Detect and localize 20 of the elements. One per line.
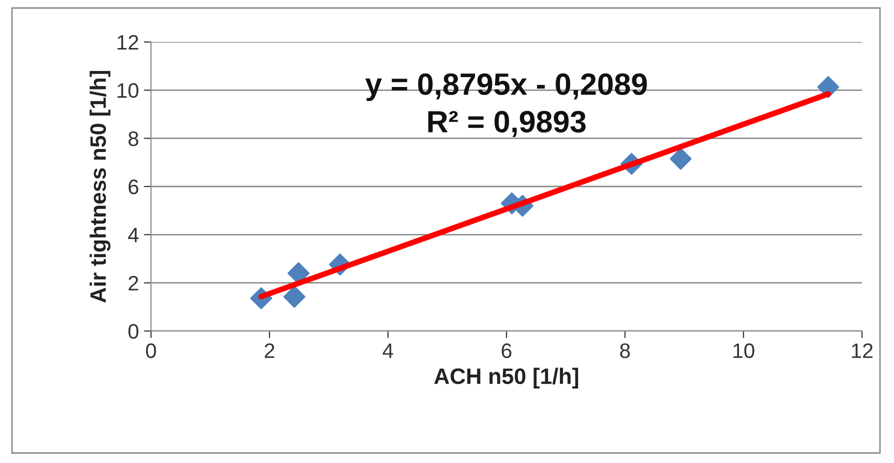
x-tick-label: 8 — [620, 343, 630, 358]
y-axis-title: Air tightness n50 [1/h] — [90, 71, 110, 303]
y-tick-label: 12 — [118, 35, 138, 50]
annotation: y = 0,8795x - 0,2089 — [365, 73, 647, 102]
x-tick-label: 0 — [146, 343, 156, 358]
point — [283, 286, 306, 308]
y-tick-label: 6 — [128, 180, 138, 194]
x-axis-title: ACH n50 [1/h] — [434, 368, 578, 388]
x-tick-label: 6 — [502, 343, 512, 358]
y-tick-label: 2 — [128, 276, 138, 290]
y-tick-label: 4 — [128, 228, 139, 242]
x-tick-label: 2 — [264, 343, 274, 358]
annotation: R² = 0,9893 — [428, 110, 586, 137]
point — [670, 148, 692, 170]
y-tick-label: 10 — [118, 83, 138, 98]
x-tick-label: 10 — [734, 343, 754, 358]
x-tick-label: 4 — [382, 344, 394, 358]
x-tick-label: 12 — [852, 343, 873, 358]
y-tick-label: 8 — [128, 131, 138, 146]
y-tick-label: 0 — [128, 324, 138, 339]
